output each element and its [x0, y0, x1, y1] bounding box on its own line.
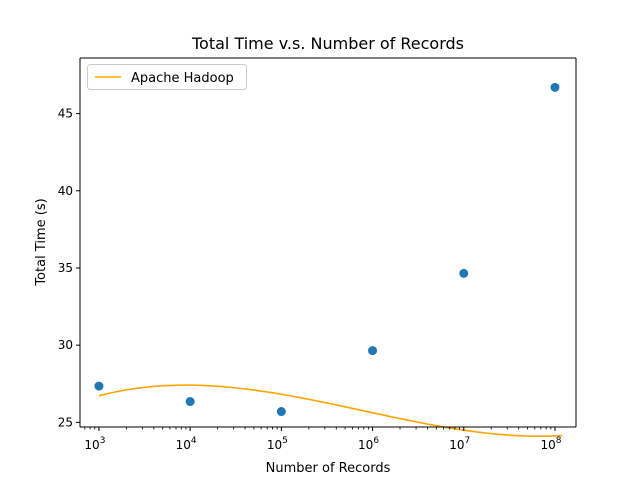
y-axis: 25 30 35 40 45	[58, 58, 577, 429]
legend: Apache Hadoop	[87, 64, 247, 90]
data-point-2	[276, 407, 286, 417]
y-tick-label: 25	[58, 415, 73, 429]
data-point-0	[94, 381, 104, 391]
data-point-5	[550, 82, 560, 92]
fit-curve-0	[98, 384, 563, 438]
data-point-1	[185, 397, 195, 407]
x-axis: 103 104 105 106 107 108	[80, 57, 576, 452]
legend-box	[87, 64, 247, 90]
plot-area	[80, 58, 576, 427]
x-tick-label: 103	[84, 436, 105, 452]
x-tick-label: 106	[358, 436, 379, 452]
y-tick-label: 35	[58, 261, 73, 275]
x-tick-label: 107	[449, 436, 470, 452]
data-points	[94, 82, 560, 417]
plot-background	[80, 58, 576, 427]
data-point-4	[459, 268, 469, 278]
legend-label-0: Apache Hadoop	[131, 71, 234, 86]
x-tick-label: 104	[176, 436, 197, 452]
x-tick-label: 108	[540, 436, 561, 452]
chart-title: Total Time v.s. Number of Records	[191, 34, 464, 53]
fit-curve-layer	[98, 384, 563, 438]
y-tick-label: 40	[58, 184, 73, 198]
y-tick-label: 30	[58, 338, 73, 352]
x-axis-label: Number of Records	[266, 461, 391, 476]
x-tick-label: 105	[267, 436, 288, 452]
data-point-3	[368, 346, 378, 356]
y-tick-label: 45	[58, 107, 73, 121]
y-axis-label: Total Time (s)	[34, 198, 49, 286]
